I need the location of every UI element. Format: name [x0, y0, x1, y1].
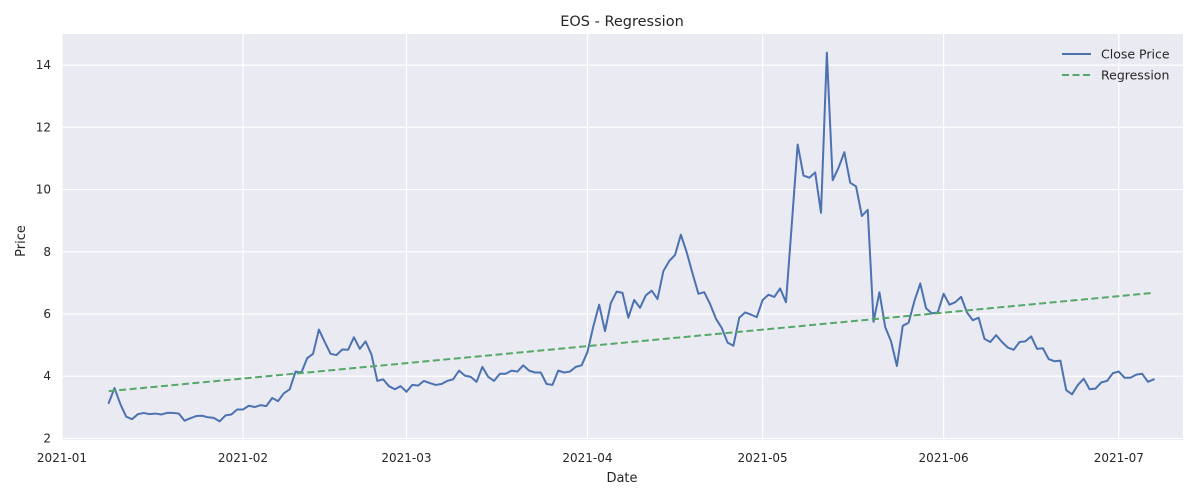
series-line-regression [108, 291, 1154, 393]
x-tick-label: 2021-04 [562, 451, 612, 465]
y-tick-label: 10 [36, 183, 51, 197]
x-tick-label: 2021-01 [37, 451, 87, 465]
y-tick-label: 14 [36, 58, 51, 72]
y-tick-label: 2 [43, 431, 51, 445]
x-axis: 2021-01 2021-02 2021-03 2021-04 2021-05 2021-… [37, 451, 1144, 465]
grid [61, 34, 1183, 440]
y-axis: 2 4 6 8 10 12 14 [36, 58, 51, 445]
x-axis-label: Date [606, 471, 637, 486]
legend-label-1: Regression [1101, 68, 1169, 83]
plot-area [62, 34, 1183, 440]
series-line-close-price [107, 51, 1155, 423]
x-tick-label: 2021-02 [218, 451, 268, 465]
x-tick-label: 2021-03 [381, 451, 431, 465]
y-tick-label: 4 [43, 369, 51, 383]
series-group [107, 51, 1155, 423]
y-tick-label: 6 [43, 307, 51, 321]
chart-title: EOS - Regression [560, 14, 684, 30]
legend: Close Price Regression [1062, 47, 1170, 83]
y-axis-label: Price [14, 225, 29, 257]
x-tick-label: 2021-05 [738, 451, 788, 465]
legend-label-0: Close Price [1101, 47, 1170, 62]
x-tick-label: 2021-07 [1094, 451, 1144, 465]
y-tick-label: 12 [36, 120, 51, 134]
y-tick-label: 8 [43, 245, 51, 259]
x-tick-label: 2021-06 [919, 451, 969, 465]
